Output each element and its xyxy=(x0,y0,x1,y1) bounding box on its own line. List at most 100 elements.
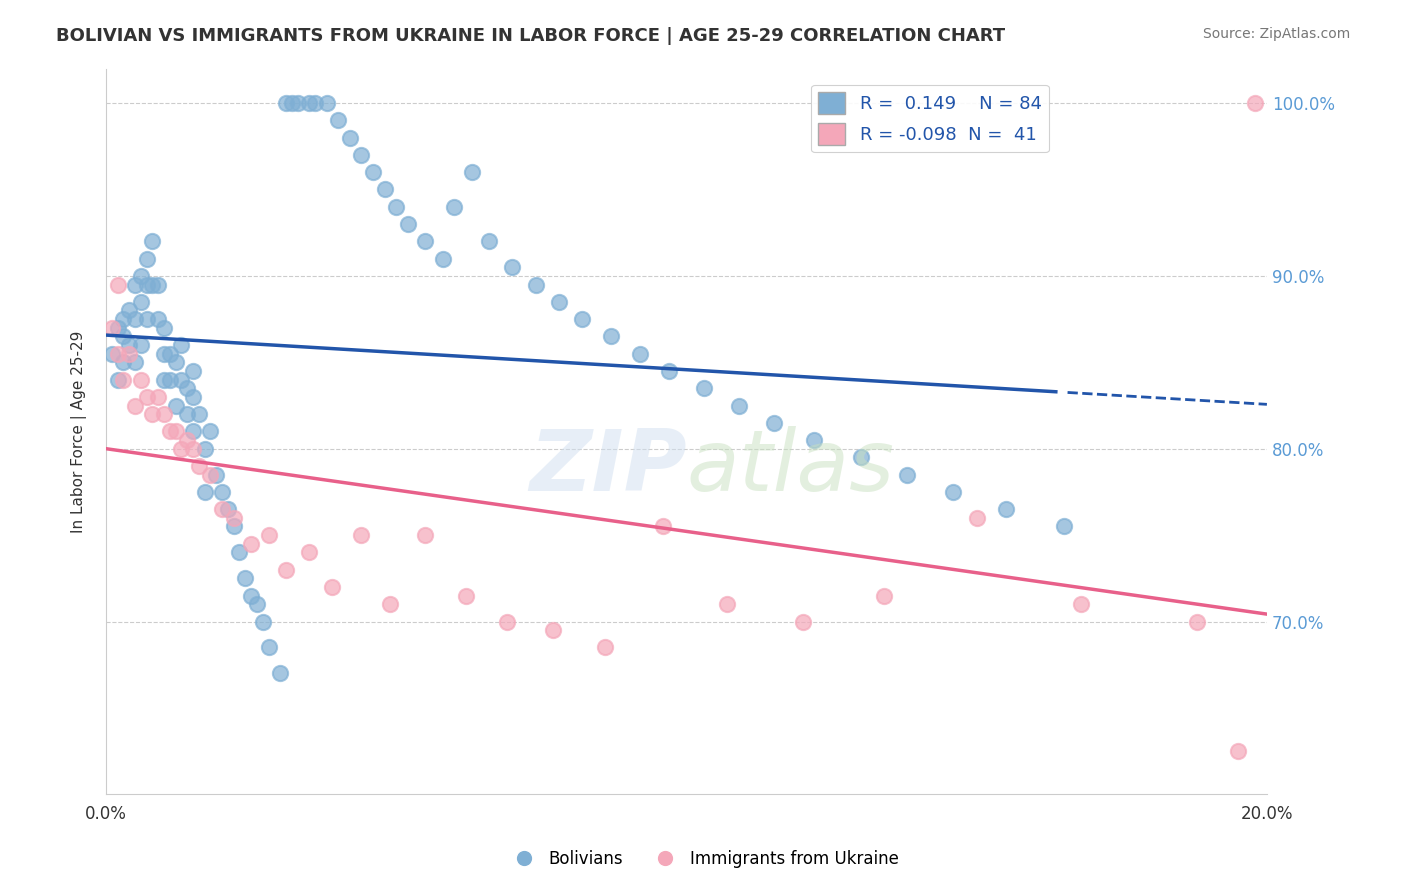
Point xyxy=(187,407,209,421)
Point xyxy=(1053,519,1076,533)
Point xyxy=(432,252,454,266)
Point xyxy=(159,373,181,387)
Point xyxy=(1187,615,1209,629)
Point xyxy=(396,217,419,231)
Point xyxy=(222,511,245,525)
Point xyxy=(460,165,482,179)
Point xyxy=(165,425,187,439)
Point xyxy=(252,615,274,629)
Point xyxy=(658,364,681,378)
Legend: Bolivians, Immigrants from Ukraine: Bolivians, Immigrants from Ukraine xyxy=(501,844,905,875)
Point xyxy=(194,442,217,456)
Point xyxy=(304,96,326,111)
Point xyxy=(228,545,250,559)
Point xyxy=(112,312,135,326)
Point xyxy=(148,277,170,292)
Point xyxy=(101,346,124,360)
Point xyxy=(413,235,436,249)
Point xyxy=(217,502,239,516)
Point xyxy=(328,113,350,128)
Point xyxy=(165,355,187,369)
Point xyxy=(141,277,163,292)
Point xyxy=(107,277,129,292)
Point xyxy=(170,338,193,352)
Point xyxy=(129,373,152,387)
Point xyxy=(321,580,343,594)
Point xyxy=(153,407,176,421)
Y-axis label: In Labor Force | Age 25-29: In Labor Force | Age 25-29 xyxy=(72,330,87,533)
Text: ZIP: ZIP xyxy=(529,426,686,509)
Point xyxy=(541,623,564,637)
Point xyxy=(524,277,547,292)
Point xyxy=(274,563,297,577)
Point xyxy=(315,96,337,111)
Point xyxy=(246,597,269,611)
Point xyxy=(942,484,965,499)
Point xyxy=(385,200,408,214)
Point xyxy=(571,312,593,326)
Point xyxy=(181,442,204,456)
Point xyxy=(112,329,135,343)
Point xyxy=(257,528,280,542)
Point xyxy=(141,407,163,421)
Point xyxy=(374,182,396,196)
Point xyxy=(600,329,623,343)
Point xyxy=(135,277,157,292)
Point xyxy=(153,346,176,360)
Point xyxy=(693,381,716,395)
Point xyxy=(181,425,204,439)
Point xyxy=(129,294,152,309)
Point xyxy=(222,519,245,533)
Point xyxy=(339,130,361,145)
Point xyxy=(153,373,176,387)
Point xyxy=(194,484,217,499)
Point xyxy=(135,252,157,266)
Point xyxy=(107,320,129,334)
Point xyxy=(994,502,1017,516)
Point xyxy=(298,545,321,559)
Point xyxy=(159,346,181,360)
Point xyxy=(413,528,436,542)
Point xyxy=(478,235,501,249)
Point xyxy=(170,442,193,456)
Point xyxy=(181,390,204,404)
Point xyxy=(966,511,988,525)
Point xyxy=(454,589,477,603)
Point xyxy=(141,235,163,249)
Point xyxy=(762,416,785,430)
Point xyxy=(153,320,176,334)
Point xyxy=(129,268,152,283)
Point xyxy=(287,96,309,111)
Point xyxy=(361,165,384,179)
Text: Source: ZipAtlas.com: Source: ZipAtlas.com xyxy=(1202,27,1350,41)
Point xyxy=(211,502,233,516)
Point xyxy=(727,399,749,413)
Point xyxy=(274,96,297,111)
Point xyxy=(628,346,651,360)
Point xyxy=(547,294,569,309)
Point xyxy=(593,640,616,655)
Point xyxy=(298,96,321,111)
Point xyxy=(170,373,193,387)
Point xyxy=(280,96,302,111)
Point xyxy=(803,433,825,447)
Point xyxy=(176,407,198,421)
Point xyxy=(135,312,157,326)
Point xyxy=(1244,96,1267,111)
Text: atlas: atlas xyxy=(686,426,894,509)
Point xyxy=(118,303,141,318)
Point xyxy=(200,467,222,482)
Point xyxy=(148,312,170,326)
Point xyxy=(107,346,129,360)
Legend: R =  0.149    N = 84, R = -0.098  N =  41: R = 0.149 N = 84, R = -0.098 N = 41 xyxy=(811,85,1049,153)
Point xyxy=(873,589,896,603)
Point xyxy=(380,597,402,611)
Point xyxy=(187,458,209,473)
Point xyxy=(118,338,141,352)
Point xyxy=(205,467,228,482)
Point xyxy=(181,364,204,378)
Point xyxy=(495,615,517,629)
Point xyxy=(1070,597,1092,611)
Point xyxy=(159,425,181,439)
Point xyxy=(112,373,135,387)
